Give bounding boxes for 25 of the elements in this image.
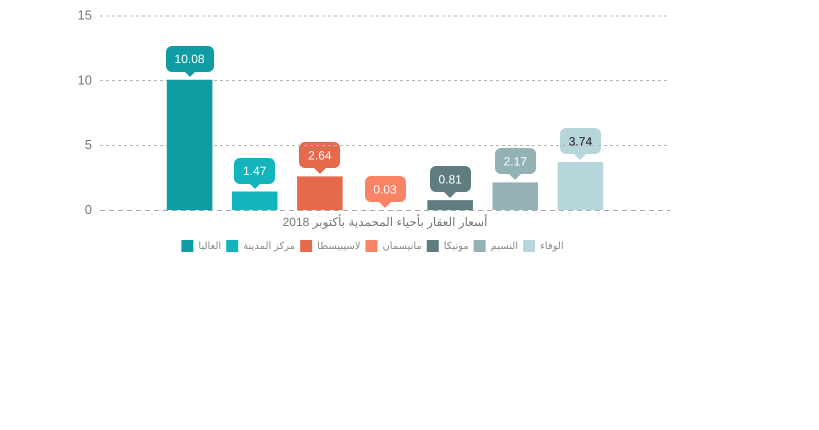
y-tick-label: 0	[84, 202, 92, 218]
legend-label: مونيكا	[444, 240, 469, 252]
data-label: 1.47	[243, 164, 267, 178]
bar	[297, 176, 343, 210]
data-label: 0.81	[438, 172, 462, 186]
bar	[166, 80, 212, 210]
legend-label: مانيسمان	[382, 240, 422, 252]
legend-label: لاسيبيسطا	[317, 240, 360, 252]
y-tick-label: 10	[78, 72, 92, 88]
y-tick-label: 15	[78, 7, 92, 22]
data-label: 2.64	[308, 148, 332, 163]
x-tick-label: أسعار العقار بأحياء المحمدية بأكتوبر 2018	[282, 213, 488, 230]
data-label: 2.17	[504, 154, 528, 169]
legend-label: العاليا	[198, 240, 222, 252]
bar	[558, 162, 604, 210]
bar	[492, 182, 538, 210]
data-label: 0.03	[373, 182, 397, 197]
data-label: 3.74	[568, 134, 592, 148]
legend-label: الوفاء	[540, 240, 564, 252]
legend-label: النسيم	[490, 240, 518, 252]
y-tick-label: 5	[84, 137, 92, 152]
legend-label: مركز المدينة	[243, 240, 296, 252]
bar	[427, 200, 473, 210]
data-label: 10.08	[174, 52, 205, 66]
bar	[232, 192, 278, 210]
